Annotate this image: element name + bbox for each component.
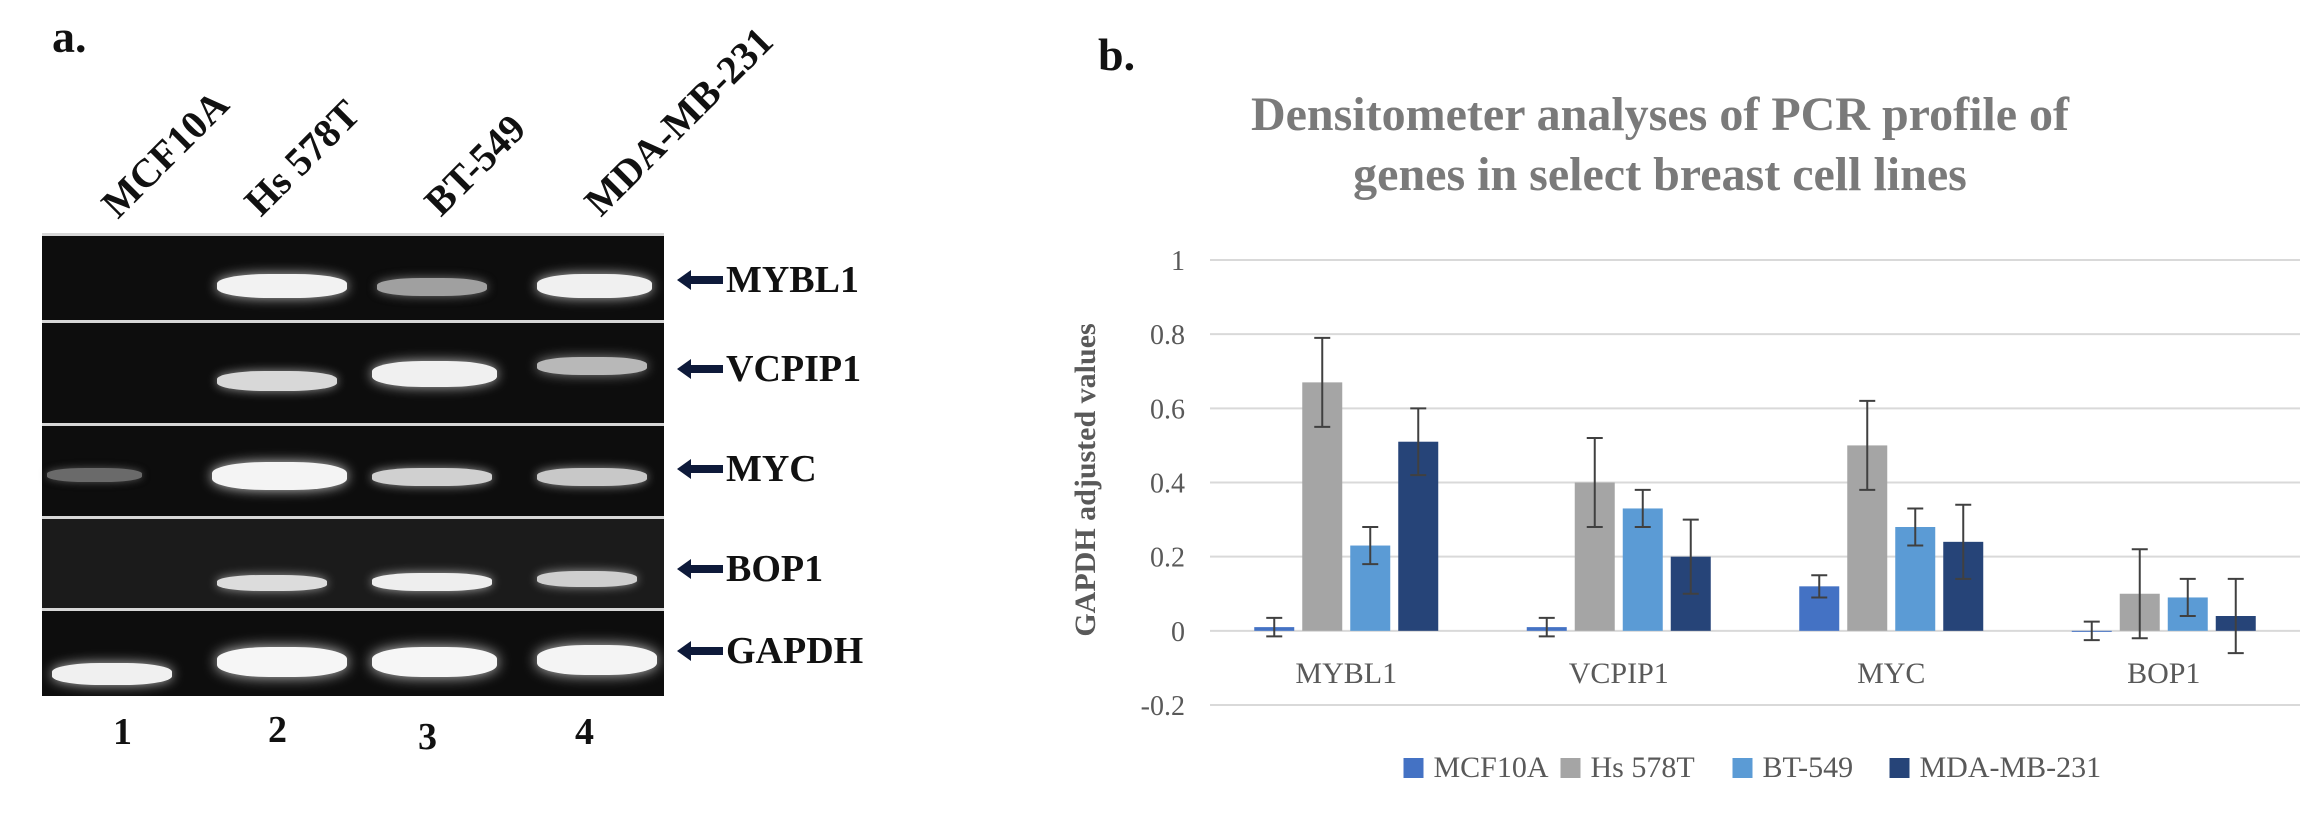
y-tick-labels: -0.2 0 0.2 0.4 0.6 0.8 1 [1141,246,1185,722]
grid [1210,259,2300,706]
lane-label-mcf10a: MCF10A [92,81,238,227]
gel-band [377,278,487,296]
legend-label: MCF10A [1434,751,1549,784]
gene-label-myc: MYC [726,448,817,490]
legend-label: MDA-MB-231 [1920,751,2102,784]
gel-band [217,647,347,677]
x-tick-label: VCPIP1 [1569,657,1669,690]
y-tick-label: 0.4 [1150,469,1185,500]
lane-label-hs578t: Hs 578T [235,91,369,225]
lane-number-2: 2 [268,709,287,751]
arrow-left-icon [677,359,723,379]
gel-band [372,647,497,677]
x-tick-label: MYBL1 [1295,657,1397,690]
legend-swatch [1403,758,1424,778]
gel-band [537,571,637,587]
lane-label-mda-mb-231: MDA-MB-231 [575,18,782,225]
legend: MCF10A Hs 578T BT-549 MDA-MB-231 [1403,751,2102,784]
lane-number-1: 1 [113,711,132,753]
y-tick-label: 0.2 [1150,543,1185,574]
y-tick-label: 1 [1171,246,1185,277]
x-tick-label: BOP1 [2127,657,2200,690]
chart-title-line-1: Densitometer analyses of PCR profile of [1251,88,2070,141]
gel-band [372,468,492,486]
gene-label-mybl1: MYBL1 [726,259,859,301]
gel-strip-bop1 [42,516,664,609]
gel-band [537,645,657,675]
x-tick-label: MYC [1857,657,1925,690]
legend-swatch [1889,758,1910,778]
legend-label: BT-549 [1763,751,1854,784]
arrow-left-icon [677,270,723,290]
y-tick-label: 0.8 [1150,320,1185,351]
arrow-left-icon [677,641,723,661]
arrow-left-icon [677,459,723,479]
gel-band [537,274,652,298]
y-axis-label: GAPDH adjusted values [1069,323,1102,636]
gel-band [537,468,647,486]
lane-label-bt549: BT-549 [415,105,535,225]
panel-a-label: a. [52,11,87,62]
gel-background [42,519,664,609]
gene-label-gapdh: GAPDH [726,630,864,672]
gel-strip-gapdh [42,608,664,696]
x-tick-labels: MYBL1 VCPIP1 MYC BOP1 [1295,657,2200,690]
gel-band [47,468,142,482]
gel-band [52,663,172,685]
bar-chart: Densitometer analyses of PCR profile of … [1069,88,2300,784]
y-tick-label: 0.6 [1150,394,1185,425]
legend-swatch [1732,758,1753,778]
gel-strip-mybl1 [42,233,664,321]
bar-bt-549-vcpip1 [1622,508,1663,631]
panel-b-label: b. [1098,29,1136,80]
legend-swatch [1560,758,1581,778]
arrow-left-icon [677,559,723,579]
gene-label-bop1: BOP1 [726,548,824,590]
gel-band [372,361,497,387]
lane-number-3: 3 [418,716,437,758]
gel-strip-myc [42,423,664,516]
gene-label-vcpip1: VCPIP1 [726,348,862,390]
error-bars [1266,336,2244,655]
gel-band [212,462,347,490]
lane-number-4: 4 [575,711,594,753]
gel-band [217,575,327,591]
y-tick-label: 0 [1171,617,1185,648]
y-tick-label: -0.2 [1141,691,1185,722]
bars [1254,382,2256,632]
gel-band [537,357,647,375]
chart-title-line-2: genes in select breast cell lines [1353,148,1967,201]
gel-band [217,371,337,391]
gel-strip-vcpip1 [42,320,664,423]
legend-label: Hs 578T [1591,751,1695,784]
gel-band [372,573,492,591]
gel-band [217,274,347,298]
